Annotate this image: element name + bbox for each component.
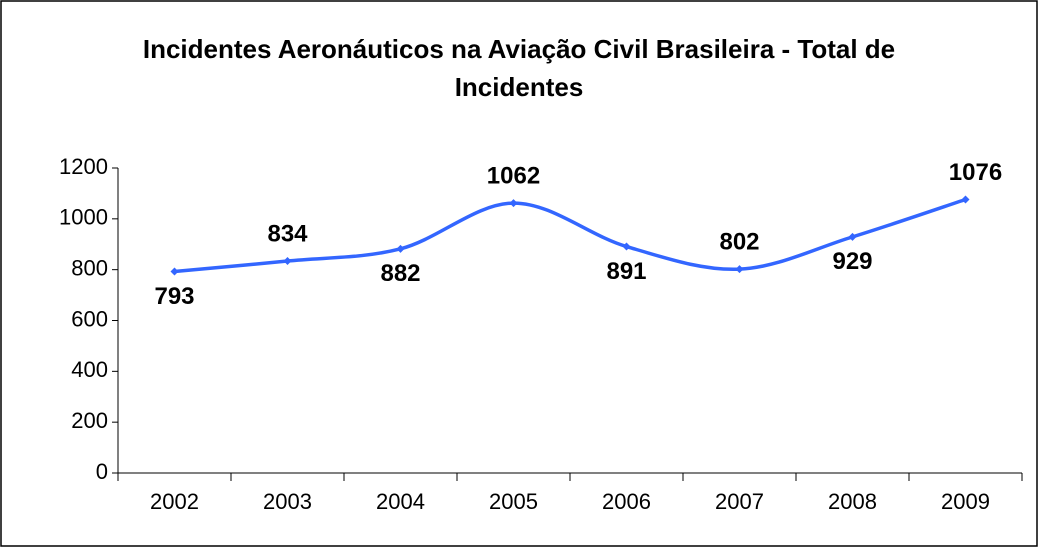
x-tick-label: 2008	[828, 489, 877, 514]
series-line	[174, 197, 967, 274]
value-label: 802	[719, 229, 759, 256]
x-tick-label: 2007	[715, 489, 764, 514]
y-tick-label: 1200	[59, 154, 108, 179]
x-tick-label: 2002	[150, 489, 199, 514]
y-tick-label: 200	[71, 408, 108, 433]
x-tick-label: 2006	[602, 489, 651, 514]
value-label: 1076	[949, 159, 1002, 186]
x-tick-label: 2005	[489, 489, 538, 514]
point	[396, 244, 405, 253]
x-tick-label: 2009	[941, 489, 990, 514]
point	[170, 267, 179, 276]
y-tick-label: 600	[71, 306, 108, 331]
point	[622, 242, 631, 251]
point	[961, 195, 970, 204]
point	[848, 232, 857, 241]
y-tick-label: 400	[71, 357, 108, 382]
chart-title: Incidentes Aeronáuticos na Aviação Civil…	[142, 34, 896, 102]
value-label: 929	[832, 248, 872, 275]
y-tick-label: 800	[71, 255, 108, 280]
x-tick-label: 2003	[263, 489, 312, 514]
point	[509, 199, 518, 208]
y-tick-label: 1000	[59, 205, 108, 230]
y-tick-label: 0	[96, 459, 108, 484]
value-label: 891	[606, 258, 646, 285]
value-label: 882	[380, 260, 420, 287]
x-tick-label: 2004	[376, 489, 425, 514]
value-label: 834	[267, 220, 308, 247]
value-label: 793	[154, 283, 194, 310]
point	[735, 265, 744, 274]
point	[283, 257, 292, 266]
value-label: 1062	[487, 162, 540, 189]
